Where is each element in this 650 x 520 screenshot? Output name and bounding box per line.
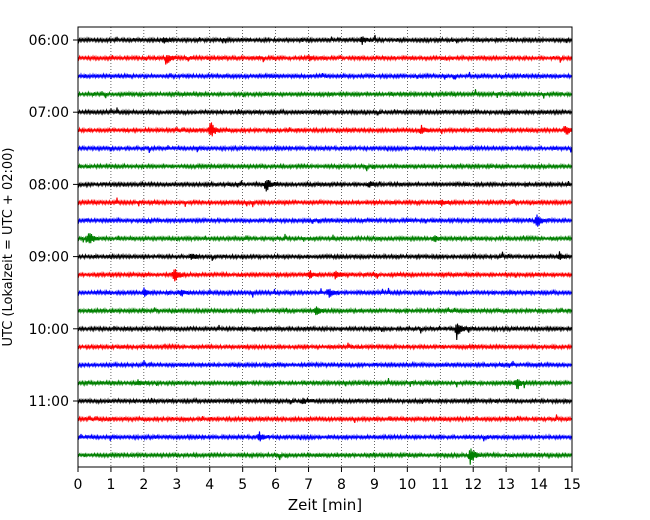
trace-0800 — [77, 180, 573, 192]
x-tick-label: 0 — [74, 477, 83, 493]
x-tick-label: 4 — [205, 477, 214, 493]
x-tick-label: 12 — [464, 477, 482, 493]
x-tick-label: 15 — [563, 477, 581, 493]
x-tick-label: 11 — [431, 477, 449, 493]
trace-1145 — [77, 448, 573, 465]
seismic-traces — [77, 34, 573, 465]
x-tick-label: 7 — [304, 477, 313, 493]
trace-0745 — [77, 162, 573, 172]
trace-1100 — [77, 397, 573, 406]
trace-0700 — [77, 107, 573, 117]
trace-0715 — [77, 122, 573, 137]
x-tick-label: 2 — [139, 477, 148, 493]
grid-lines — [110, 27, 540, 467]
trace-0600 — [77, 34, 573, 45]
trace-0645 — [77, 89, 573, 99]
trace-0615 — [77, 54, 573, 65]
trace-1115 — [77, 414, 573, 424]
trace-1030 — [77, 359, 573, 369]
x-axis-label: Zeit [min] — [288, 496, 362, 514]
trace-0945 — [77, 306, 573, 316]
trace-1015 — [77, 342, 573, 351]
y-axis-ticks: 06:00 07:00 08:00 09:00 10:00 11:00 — [29, 33, 78, 410]
y-tick-label: 09:00 — [29, 250, 69, 266]
trace-0630 — [77, 71, 573, 81]
trace-0900 — [77, 251, 573, 261]
y-tick-label: 06:00 — [29, 33, 69, 49]
y-tick-label: 07:00 — [29, 105, 69, 121]
x-axis-ticks: 0 1 2 3 4 5 6 7 8 9 10 11 12 13 14 15 — [74, 467, 581, 493]
y-axis-label: UTC (Lokalzeit = UTC + 02:00) — [1, 148, 16, 347]
trace-0915 — [77, 269, 573, 282]
x-tick-label: 3 — [172, 477, 181, 493]
x-tick-label: 6 — [271, 477, 280, 493]
x-tick-label: 9 — [370, 477, 379, 493]
trace-1000 — [77, 323, 573, 341]
trace-0830 — [77, 214, 573, 227]
plot-frame — [77, 26, 573, 468]
trace-0730 — [77, 144, 573, 154]
x-tick-label: 13 — [497, 477, 515, 493]
trace-0930 — [77, 287, 573, 298]
y-tick-label: 08:00 — [29, 177, 69, 193]
x-tick-label: 10 — [398, 477, 416, 493]
trace-1130 — [77, 431, 573, 442]
x-tick-label: 8 — [337, 477, 346, 493]
x-tick-label: 14 — [530, 477, 548, 493]
x-tick-label: 5 — [238, 477, 247, 493]
y-tick-label: 11:00 — [29, 394, 69, 410]
trace-0815 — [77, 197, 573, 208]
x-tick-label: 1 — [106, 477, 115, 493]
trace-1045 — [77, 377, 572, 390]
y-tick-label: 10:00 — [29, 322, 69, 338]
trace-0845 — [77, 233, 573, 244]
